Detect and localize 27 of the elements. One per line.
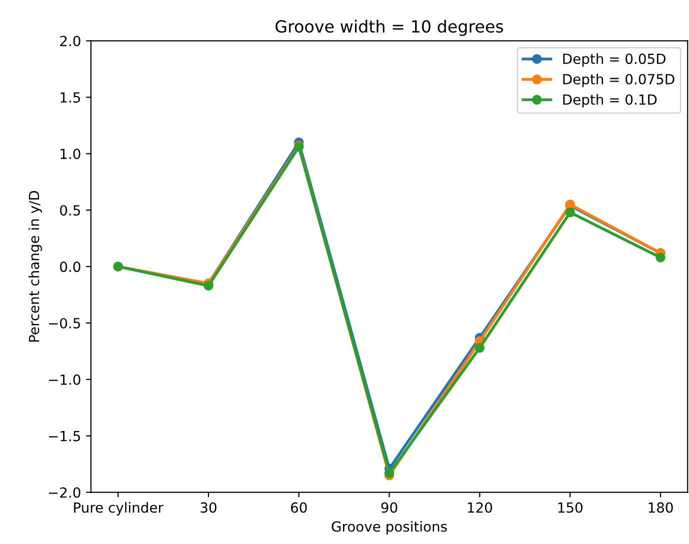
x-tick-label: 90: [381, 502, 398, 513]
point: [204, 280, 214, 291]
point: [474, 342, 485, 353]
x-tick-label: 30: [200, 502, 216, 513]
y-tick-label: −1.0: [48, 374, 80, 385]
point: [565, 208, 575, 218]
point: [656, 252, 666, 262]
y-tick-label: 1.0: [60, 148, 80, 160]
y-tick-label: −1.5: [48, 431, 80, 442]
y-tick-label: 0.0: [60, 262, 80, 272]
x-tick-label: 150: [558, 502, 582, 513]
y-tick-label: −2.0: [48, 487, 80, 498]
y-axis-title: Percent change in y/D: [28, 190, 42, 342]
x-axis-title: Groove positions: [332, 521, 447, 534]
chart-title: Groove width = 10 degrees: [276, 20, 504, 36]
y-tick-label: 0.5: [60, 205, 80, 216]
y-tick-label: −0.5: [48, 318, 80, 328]
legend-label: Depth = 0.075D: [563, 74, 674, 88]
x-tick-label: Pure cylinder: [74, 502, 164, 516]
point: [384, 468, 394, 478]
legend-label: Depth = 0.1D: [563, 94, 657, 108]
x-tick-label: 120: [468, 502, 492, 513]
x-tick-label: 180: [648, 502, 673, 513]
legend-label: Depth = 0.05D: [563, 53, 666, 67]
x-tick-label: 60: [291, 502, 307, 513]
y-tick-label: 2.0: [60, 36, 80, 46]
y-tick-label: 1.5: [60, 92, 80, 103]
